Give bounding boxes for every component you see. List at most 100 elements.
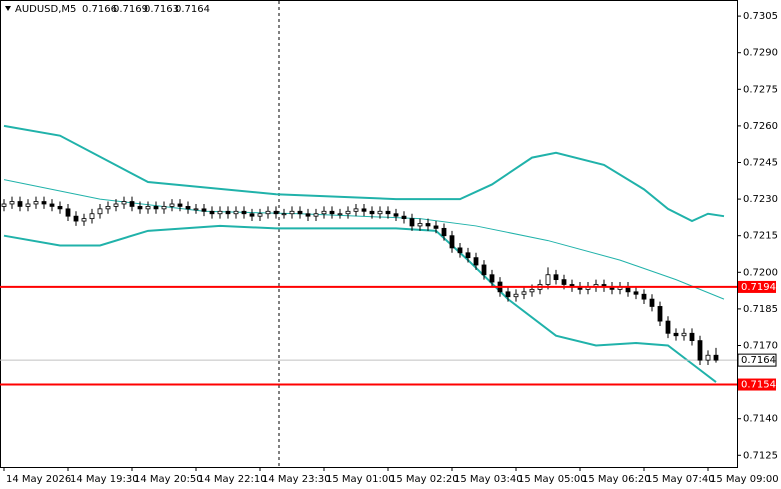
candle-body <box>289 210 295 215</box>
candle-body <box>409 218 415 227</box>
candle-body <box>129 201 135 207</box>
candle-body <box>657 306 663 322</box>
header-close: 0.7164 <box>175 4 210 15</box>
level-label-box <box>738 378 776 391</box>
y-tick-label: 0.7260 <box>743 121 778 132</box>
level-label: 0.7154 <box>741 380 776 391</box>
indicator-line <box>3 179 725 300</box>
candle-body <box>89 213 95 220</box>
x-tick-label: 14 May 22:10 <box>198 474 267 485</box>
candle-body <box>73 215 79 222</box>
candle-body <box>329 210 335 215</box>
candle-body <box>153 206 159 210</box>
x-tick-label: 15 May 07:40 <box>646 474 715 485</box>
candle-body <box>273 210 279 215</box>
candle-body <box>689 332 695 342</box>
candle-body <box>393 213 399 217</box>
y-tick-label: 0.7215 <box>743 231 778 242</box>
candle-body <box>673 332 679 337</box>
bid-label-box <box>737 353 777 367</box>
candle-body <box>345 210 351 215</box>
candle-body <box>417 223 423 227</box>
header-low: 0.7163 <box>144 4 179 15</box>
header-arrow <box>5 6 11 11</box>
candle-body <box>705 354 711 361</box>
x-tick-label: 14 May 2026 <box>6 474 71 485</box>
candle-body <box>65 208 71 217</box>
candle-body <box>185 206 191 210</box>
bid-label: 0.7164 <box>741 355 776 366</box>
candle-body <box>249 213 255 217</box>
candle-body <box>665 320 671 334</box>
candle-body <box>9 201 15 205</box>
header-open: 0.7166 <box>82 4 117 15</box>
candle-body <box>449 235 455 249</box>
x-tick-label: 15 May 09:00 <box>710 474 779 485</box>
candle-body <box>121 201 127 205</box>
candle-body <box>17 201 23 207</box>
candle-body <box>641 293 647 300</box>
candle-body <box>553 274 559 281</box>
candle-body <box>377 210 383 215</box>
indicator-line <box>3 124 725 223</box>
x-tick-label: 14 May 23:30 <box>262 474 331 485</box>
candle-body <box>105 206 111 210</box>
y-tick-label: 0.7140 <box>743 414 778 425</box>
candle-body <box>481 264 487 276</box>
candle-body <box>505 291 511 298</box>
y-tick-label: 0.7275 <box>743 84 778 95</box>
candle-body <box>321 210 327 215</box>
y-tick-label: 0.7290 <box>743 48 778 59</box>
candle-body <box>209 210 215 215</box>
candle-body <box>433 225 439 229</box>
candle-body <box>97 208 103 215</box>
candle-body <box>353 208 359 212</box>
level-label-box <box>738 280 776 293</box>
candle-body <box>161 206 167 210</box>
candle-body <box>49 203 55 207</box>
candle-body <box>257 213 263 217</box>
candle-body <box>193 208 199 211</box>
y-tick-label: 0.7245 <box>743 157 778 168</box>
candle-body <box>633 291 639 295</box>
candle-body <box>241 210 247 215</box>
candle-body <box>169 203 175 207</box>
candle-body <box>225 210 231 215</box>
x-tick-label: 15 May 05:00 <box>518 474 587 485</box>
y-tick-label: 0.7305 <box>743 11 778 22</box>
y-tick-label: 0.7170 <box>743 340 778 351</box>
x-tick-label: 15 May 06:20 <box>582 474 651 485</box>
candle-body <box>681 332 687 337</box>
candle-body <box>33 201 39 205</box>
candle-body <box>561 279 567 285</box>
candle-body <box>81 218 87 222</box>
candle-body <box>457 247 463 254</box>
candle-body <box>177 203 183 207</box>
y-tick-label: 0.7200 <box>743 267 778 278</box>
x-tick-label: 14 May 19:30 <box>70 474 139 485</box>
plot-frame <box>0 0 738 468</box>
candle-body <box>305 213 311 217</box>
candle-body <box>113 203 119 207</box>
candle-body <box>465 252 471 259</box>
candle-body <box>489 274 495 283</box>
candle-body <box>385 210 391 215</box>
candle-body <box>545 274 551 285</box>
header-high: 0.7169 <box>113 4 148 15</box>
candle-body <box>137 206 143 210</box>
candle-body <box>713 354 719 361</box>
candle-body <box>281 213 287 216</box>
candle-body <box>337 213 343 216</box>
candle-body <box>1 203 7 207</box>
candle-body <box>521 291 527 295</box>
candle-body <box>649 298 655 307</box>
x-tick-label: 14 May 20:50 <box>134 474 203 485</box>
candle-body <box>41 201 47 205</box>
y-tick-label: 0.7185 <box>743 304 778 315</box>
candle-body <box>217 210 223 215</box>
x-tick-label: 15 May 02:20 <box>390 474 459 485</box>
candle-body <box>513 293 519 298</box>
candle-body <box>361 208 367 212</box>
level-label: 0.7194 <box>741 282 776 293</box>
candle-body <box>529 288 535 293</box>
